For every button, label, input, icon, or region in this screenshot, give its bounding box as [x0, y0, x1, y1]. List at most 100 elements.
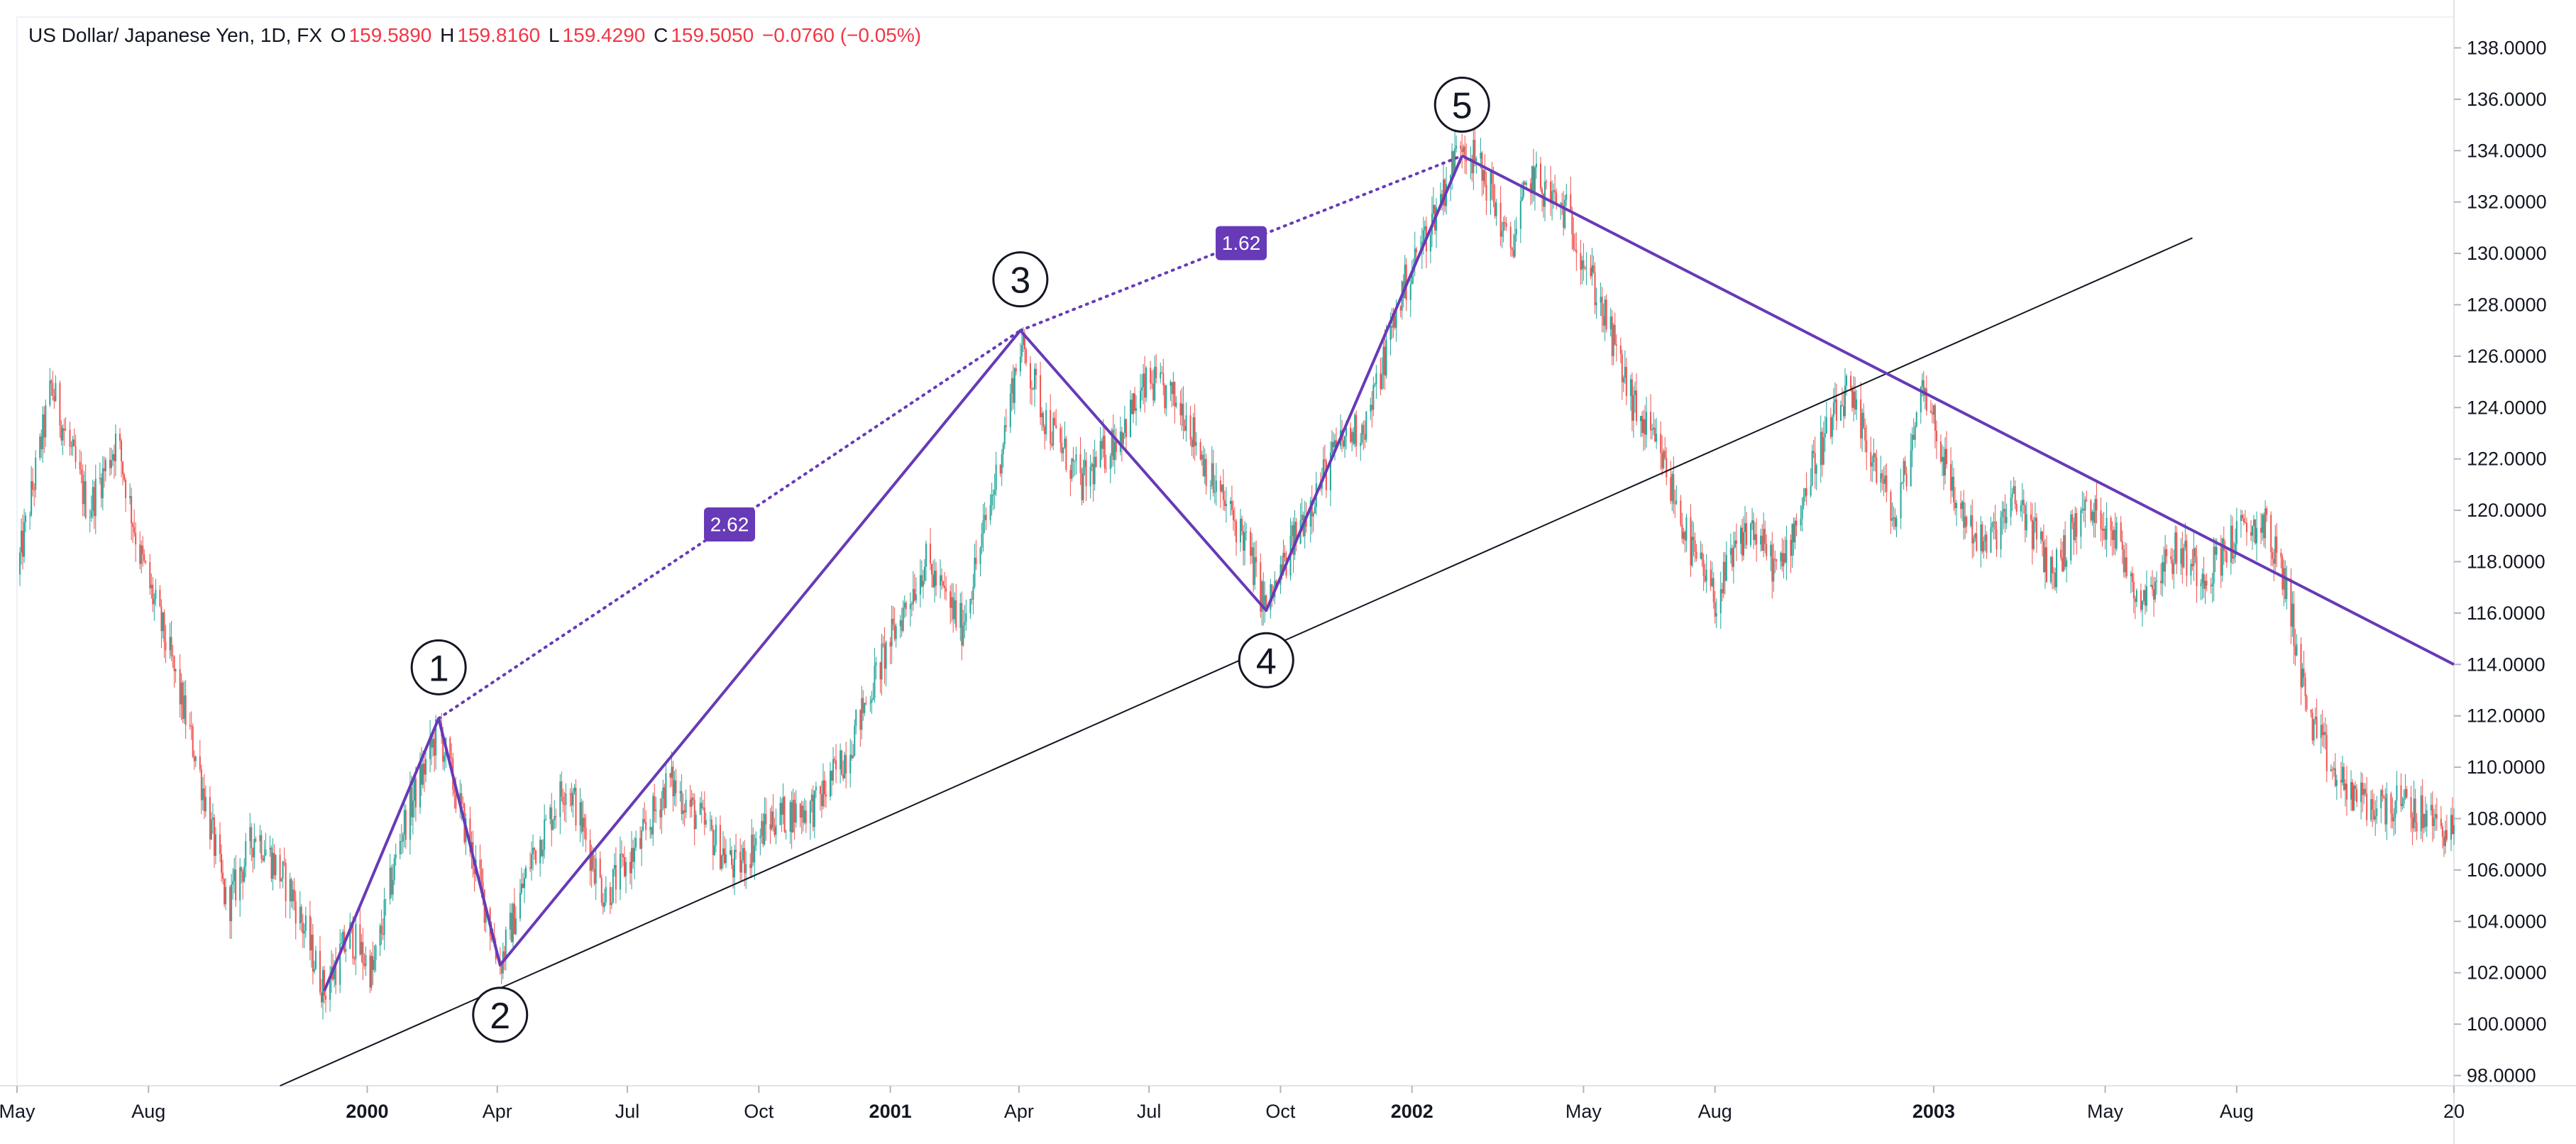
candle	[2220, 534, 2222, 588]
candle	[1622, 375, 1624, 392]
candle-body	[404, 810, 407, 840]
candle-body	[1561, 202, 1563, 206]
candle-body	[152, 584, 154, 605]
candle-body	[1474, 140, 1476, 161]
candle	[2262, 512, 2264, 541]
candle-body	[1329, 452, 1331, 490]
candle	[719, 815, 721, 871]
candle	[1934, 403, 1936, 449]
candle	[722, 831, 724, 869]
candle-body	[1654, 427, 1656, 442]
candle	[885, 640, 887, 687]
candle-body	[1333, 440, 1336, 448]
candle	[1956, 500, 1958, 527]
candle	[884, 627, 886, 684]
candle	[1079, 436, 1081, 485]
candle-body	[1485, 185, 1487, 201]
candle	[1980, 516, 1982, 568]
candle-body	[739, 852, 742, 873]
candle	[92, 479, 94, 519]
candle	[723, 836, 725, 865]
candle-body	[1480, 153, 1482, 159]
candle-body	[2323, 732, 2325, 735]
candle-body	[2235, 521, 2238, 544]
candle	[2430, 793, 2432, 815]
candle	[554, 800, 556, 829]
y-tick-label: 114.0000	[2467, 654, 2545, 675]
candle-body	[1484, 170, 1486, 185]
candle	[1001, 449, 1003, 486]
candle-body	[561, 781, 563, 797]
candle-body	[121, 441, 123, 462]
candle	[2104, 525, 2106, 550]
candle-body	[783, 796, 786, 832]
candle-body	[300, 906, 302, 923]
candle-body	[110, 460, 112, 468]
candle-body	[2125, 557, 2128, 577]
candle	[2054, 567, 2057, 591]
candle	[2403, 789, 2405, 809]
candle	[31, 466, 33, 517]
candle-body	[761, 820, 763, 836]
candle-body	[23, 522, 26, 557]
candle	[1831, 414, 1833, 445]
candle	[133, 509, 136, 537]
candle	[23, 508, 26, 563]
candle-body	[1294, 522, 1296, 555]
candle	[93, 481, 95, 529]
candle	[534, 847, 536, 860]
candle-body	[945, 588, 947, 592]
candle	[834, 756, 836, 764]
candle-body	[1454, 148, 1456, 175]
candle-body	[712, 829, 714, 855]
candle	[1781, 538, 1783, 572]
candle	[1474, 128, 1476, 167]
candle-body	[2341, 766, 2343, 783]
candle-body	[690, 797, 693, 807]
candle	[1012, 364, 1014, 409]
candle-body	[2360, 782, 2362, 803]
candle-body	[1072, 458, 1074, 461]
candle-body	[139, 544, 141, 564]
candle	[2062, 541, 2064, 573]
candle-body	[2450, 815, 2452, 840]
candle-body	[80, 469, 82, 475]
candle	[1719, 571, 1722, 629]
candle-body	[1895, 518, 1898, 527]
candle	[1490, 171, 1492, 215]
candle-body	[925, 544, 927, 567]
candle	[2042, 524, 2044, 573]
candle-body	[1602, 316, 1605, 326]
candle-body	[775, 825, 777, 835]
candle	[992, 489, 994, 510]
candle-body	[2223, 538, 2225, 551]
candle	[1776, 559, 1778, 571]
candle	[999, 464, 1001, 477]
candle	[869, 695, 871, 713]
candle	[925, 540, 927, 581]
candle	[2206, 573, 2208, 592]
candle	[163, 609, 165, 659]
candle	[139, 531, 141, 570]
candle	[915, 577, 917, 604]
candle	[2015, 500, 2018, 515]
candle-body	[2214, 546, 2216, 555]
candle	[1409, 280, 1411, 317]
candle-body	[874, 665, 876, 698]
candle	[713, 830, 715, 856]
candle	[2200, 578, 2202, 600]
candle	[2044, 539, 2046, 589]
candle	[104, 457, 106, 482]
candle-body	[1571, 211, 1573, 235]
candle	[1122, 432, 1124, 447]
candle	[2316, 698, 2318, 739]
candle	[623, 846, 625, 878]
candle-body	[2131, 573, 2133, 583]
y-tick-label: 118.0000	[2467, 551, 2545, 572]
candle	[1382, 336, 1385, 389]
candle	[1844, 368, 1846, 419]
candle-body	[2110, 517, 2112, 531]
candle	[73, 428, 75, 447]
candle	[1712, 571, 1714, 609]
